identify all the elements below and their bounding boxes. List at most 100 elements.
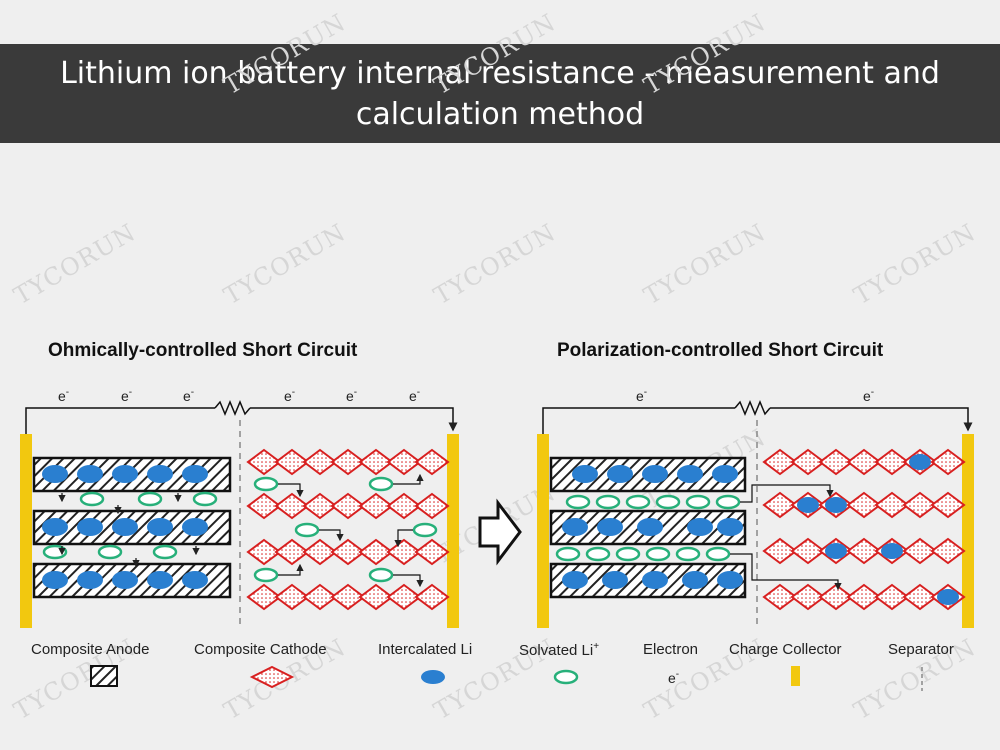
legend-composite-anode: Composite Anode	[31, 641, 150, 658]
electron-label: e-	[636, 387, 647, 404]
left-panel: e-e-e-e-e-e-	[20, 387, 459, 628]
cathode-particle	[902, 537, 938, 565]
electron-label: e-	[346, 387, 357, 404]
cathode-particle	[302, 492, 338, 520]
cathode-particle	[818, 583, 854, 611]
watermark-text: TYCORUN	[9, 218, 141, 310]
solvated-li-particle	[705, 546, 731, 562]
title-line-2: calculation method	[355, 97, 645, 132]
title-banner: Lithium ion battery internal resistance …	[0, 44, 1000, 143]
solvated-li-particle	[555, 546, 581, 562]
cathode-particle	[874, 448, 910, 476]
cathode-particle	[302, 538, 338, 566]
intercalated-li-particle	[112, 518, 138, 536]
cathode-particle	[302, 583, 338, 611]
legend-electron-icon: e-	[668, 669, 679, 686]
transition-arrow-icon	[478, 498, 522, 566]
solvated-li-particle	[685, 494, 711, 510]
intercalated-li-particle	[717, 571, 743, 589]
intercalated-li-particle	[909, 454, 931, 470]
intercalated-li-particle	[597, 518, 623, 536]
intercalated-li-particle	[182, 465, 208, 483]
cathode-particle	[246, 583, 282, 611]
cathode-particle	[414, 492, 450, 520]
cathode-particle	[302, 448, 338, 476]
electron-label: e-	[284, 387, 295, 404]
resistor-icon	[214, 400, 251, 416]
cathode-particle	[358, 583, 394, 611]
solvated-li-particle	[368, 567, 394, 583]
cathode-particle	[930, 448, 966, 476]
legend-solvated-li-sup: +	[593, 641, 600, 652]
intercalated-li-particle	[572, 465, 598, 483]
cathode-particle	[762, 537, 798, 565]
watermark-text: TYCORUN	[429, 8, 561, 100]
resistor-icon	[734, 400, 771, 416]
intercalated-li-particle	[717, 518, 743, 536]
ion-path	[278, 563, 304, 576]
charge-collector-right	[962, 434, 974, 628]
cathode-particle	[874, 491, 910, 519]
cathode-particle	[846, 537, 882, 565]
cathode-particle	[874, 583, 910, 611]
ion-path	[730, 553, 842, 591]
intercalated-li-particle	[42, 571, 68, 589]
intercalated-li-particle	[825, 497, 847, 513]
electron-label: e-	[183, 387, 194, 404]
cathode-particle	[818, 448, 854, 476]
cathode-particle	[246, 448, 282, 476]
external-wire	[770, 407, 973, 432]
cathode-particle	[330, 583, 366, 611]
solvated-li-particle	[152, 544, 178, 560]
intercalated-li-particle	[825, 543, 847, 559]
intercalated-li-particle	[937, 589, 959, 605]
intercalated-li-particle	[147, 518, 173, 536]
legend-separator: Separator	[888, 641, 954, 658]
ion-path	[319, 529, 344, 542]
cathode-particle	[790, 537, 826, 565]
solvated-li-particle	[585, 546, 611, 562]
ion-path	[393, 574, 424, 588]
cathode-particle	[846, 448, 882, 476]
cathode-particle	[386, 492, 422, 520]
solvated-li-particle	[42, 544, 68, 560]
solvated-li-particle	[294, 522, 320, 538]
external-wire	[25, 407, 215, 434]
watermark-text: TYCORUN	[219, 8, 351, 100]
cathode-particle	[930, 537, 966, 565]
legend-charge-collector: Charge Collector	[729, 641, 842, 658]
cathode-particle	[330, 492, 366, 520]
cathode-particle	[930, 491, 966, 519]
intercalated-li-particle	[77, 571, 103, 589]
cathode-particle	[386, 583, 422, 611]
solvated-li-particle	[625, 494, 651, 510]
cathode-particle	[274, 583, 310, 611]
right-panel-title: Polarization-controlled Short Circuit	[557, 340, 884, 361]
intercalated-li-particle	[42, 465, 68, 483]
solvated-li-particle	[79, 491, 105, 507]
ion-path	[394, 529, 413, 548]
solvated-li-particle	[368, 476, 394, 492]
cathode-particle	[762, 448, 798, 476]
intercalated-li-particle	[562, 518, 588, 536]
legend-solvated-icon	[553, 669, 579, 685]
legend-anode-icon	[90, 665, 118, 687]
intercalated-li-particle	[602, 571, 628, 589]
solvated-li-particle	[97, 544, 123, 560]
solvated-li-particle	[192, 491, 218, 507]
legend-cathode-icon	[249, 665, 295, 689]
solvated-li-particle	[655, 494, 681, 510]
intercalated-li-particle	[182, 571, 208, 589]
intercalated-li-particle	[77, 518, 103, 536]
legend-electron-symbol: e	[668, 670, 676, 686]
cathode-particle	[762, 491, 798, 519]
solvated-li-particle	[675, 546, 701, 562]
legend-electron: Electron	[643, 641, 699, 658]
cathode-particle	[902, 491, 938, 519]
solvated-li-particle	[565, 494, 591, 510]
legend-intercalated-icon	[421, 670, 445, 684]
cathode-particle	[274, 538, 310, 566]
cathode-particle	[846, 583, 882, 611]
intercalated-li-particle	[682, 571, 708, 589]
